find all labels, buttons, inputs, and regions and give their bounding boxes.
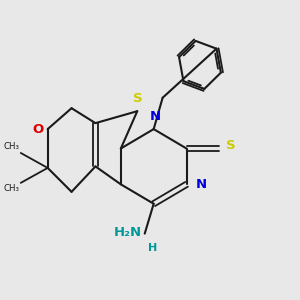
Text: H: H [148,243,158,253]
Text: CH₃: CH₃ [3,184,19,193]
Text: CH₃: CH₃ [3,142,19,152]
Text: H₂N: H₂N [114,226,142,238]
Text: N: N [196,178,207,191]
Text: O: O [32,123,44,136]
Text: S: S [133,92,143,105]
Text: N: N [150,110,161,122]
Text: S: S [226,139,236,152]
